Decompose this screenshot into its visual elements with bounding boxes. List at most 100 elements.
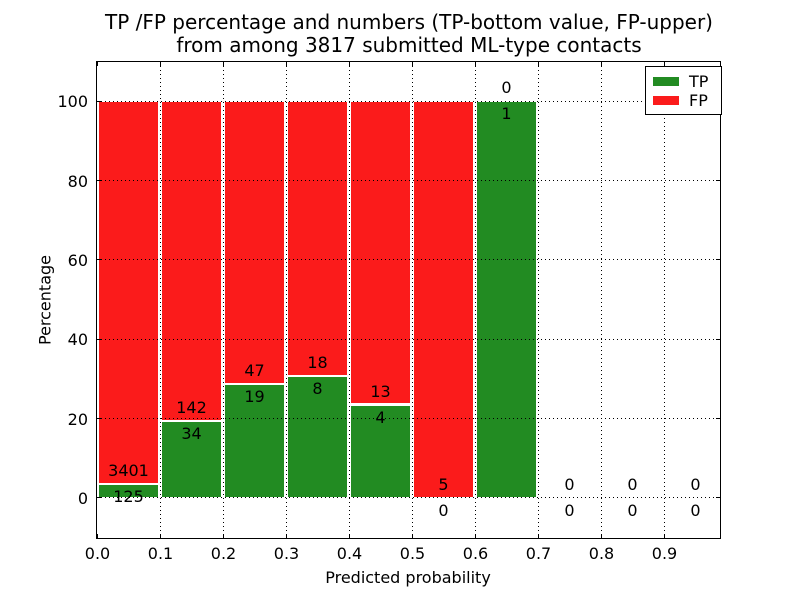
ticks-layer <box>96 61 720 538</box>
y-tick <box>715 338 720 340</box>
x-tick-label: 0.0 <box>84 544 111 563</box>
fp-count-label: 18 <box>307 352 328 372</box>
x-gridline <box>348 61 350 538</box>
y-tick-label: 80 <box>67 171 88 191</box>
x-tick-label: 0.6 <box>462 544 489 563</box>
y-tick <box>97 259 101 261</box>
fp-count-label: 3401 <box>108 460 149 480</box>
x-tick <box>474 61 476 66</box>
chart-title-line-1: TP /FP percentage and numbers (TP-bottom… <box>105 10 713 34</box>
x-tick-label: 0.7 <box>525 544 552 563</box>
fp-count-label: 0 <box>501 78 512 98</box>
x-tick <box>285 533 287 538</box>
x-tick <box>411 533 413 538</box>
tp-count-label: 0 <box>438 500 449 520</box>
fp-bar-segment <box>161 101 222 422</box>
x-gridline <box>159 61 161 538</box>
x-tick-label: 0.3 <box>273 544 300 563</box>
x-tick <box>600 61 602 66</box>
x-gridline <box>411 61 413 538</box>
y-tick-label: 100 <box>57 92 88 112</box>
legend-label-tp: TP <box>689 72 709 91</box>
x-tick-label: 0.8 <box>588 544 615 563</box>
y-gridline <box>97 497 720 499</box>
y-tick-label: 40 <box>67 330 88 350</box>
x-gridline <box>663 61 665 538</box>
x-tick-label: 0.5 <box>399 544 426 563</box>
x-tick <box>222 61 224 66</box>
x-tick <box>222 533 224 538</box>
tp-bar-segment <box>476 101 537 498</box>
x-gridline <box>474 61 476 538</box>
x-tick-label: 0.2 <box>210 544 237 563</box>
fp-bar-segment <box>224 101 285 384</box>
y-gridline <box>97 180 720 181</box>
x-tick <box>663 533 665 538</box>
y-tick <box>715 497 720 499</box>
fp-count-label: 0 <box>690 474 701 494</box>
x-tick <box>96 533 98 538</box>
annotations-layer: 3401 125 142 34 47 19 18 8 13 4 5 0 0 1 0 0 0 0 0 0 <box>97 62 720 538</box>
x-tick <box>96 61 98 66</box>
x-tick <box>537 533 539 538</box>
x-tick <box>159 61 161 66</box>
x-tick-label: 0.4 <box>336 544 363 563</box>
y-tick <box>715 418 720 419</box>
y-axis-label: Percentage <box>35 254 55 346</box>
tp-bar-segment <box>224 383 285 498</box>
x-tick <box>600 533 602 538</box>
y-tick-label: 60 <box>67 250 88 270</box>
x-tick <box>159 533 161 538</box>
tp-count-label: 125 <box>113 486 144 506</box>
y-tick <box>715 259 720 261</box>
fp-count-label: 47 <box>244 360 265 380</box>
x-gridline <box>222 61 224 538</box>
fp-bar-segment <box>287 101 348 376</box>
grid-layer <box>97 61 720 538</box>
tp-count-label: 19 <box>244 386 265 406</box>
y-tick-label: 20 <box>67 409 88 429</box>
tp-count-label: 8 <box>312 378 323 398</box>
x-tick <box>537 61 539 66</box>
x-gridline <box>600 61 602 538</box>
y-tick <box>97 338 101 340</box>
legend-entry-tp: TP <box>653 72 721 91</box>
y-tick <box>715 180 720 181</box>
fp-bar-segment <box>350 101 411 405</box>
x-gridline <box>537 61 539 538</box>
tp-count-label: 34 <box>181 424 202 444</box>
x-tick <box>348 533 350 538</box>
tp-count-label: 4 <box>375 407 386 427</box>
y-gridline <box>97 338 720 340</box>
x-tick-label: 0.9 <box>651 544 678 563</box>
fp-count-label: 5 <box>438 474 449 494</box>
fp-count-label: 13 <box>370 381 391 401</box>
legend-entry-fp: FP <box>653 91 721 110</box>
fp-count-label: 0 <box>627 474 638 494</box>
tp-color-swatch <box>653 77 679 86</box>
legend-label-fp: FP <box>689 91 708 110</box>
tp-bar-segment <box>98 483 159 498</box>
tp-count-label: 0 <box>690 500 701 520</box>
y-tick-label: 0 <box>77 488 88 508</box>
y-tick <box>97 180 101 181</box>
x-axis-label: Predicted probability <box>325 568 491 587</box>
fp-count-label: 0 <box>564 474 575 494</box>
x-tick <box>411 61 413 66</box>
y-gridline <box>97 418 720 419</box>
x-tick-label: 0.1 <box>147 544 174 563</box>
tp-count-label: 0 <box>564 500 575 520</box>
tp-bar-segment <box>287 375 348 498</box>
y-gridline <box>97 259 720 261</box>
x-tick <box>663 61 665 66</box>
bars-layer <box>97 62 720 538</box>
x-gridline <box>285 61 287 538</box>
legend: TP FP <box>645 66 722 115</box>
y-tick <box>97 418 101 419</box>
tp-bar-segment <box>350 404 411 498</box>
y-tick <box>97 497 101 499</box>
fp-bar-segment <box>98 101 159 484</box>
tp-count-label: 1 <box>501 104 512 124</box>
x-tick <box>474 533 476 538</box>
